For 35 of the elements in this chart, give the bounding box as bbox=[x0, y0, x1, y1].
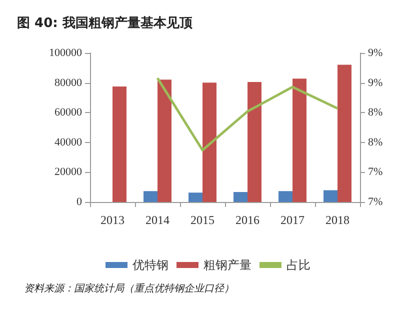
bar bbox=[202, 82, 216, 202]
y-tick-label: 60000 bbox=[54, 106, 82, 119]
y-tick-label: 40000 bbox=[54, 136, 82, 148]
y-tick-label: 80000 bbox=[54, 76, 82, 89]
x-tick-label: 2013 bbox=[100, 213, 124, 227]
y2-tick-label: 7% bbox=[368, 196, 383, 208]
y2-tick-label: 8% bbox=[368, 136, 383, 148]
bar bbox=[248, 82, 262, 202]
x-tick-label: 2015 bbox=[190, 213, 214, 227]
bar bbox=[188, 192, 202, 202]
y2-tick-label: 7% bbox=[368, 166, 383, 178]
bar bbox=[144, 191, 158, 202]
bar bbox=[338, 64, 352, 202]
y2-tick-label: 9% bbox=[368, 76, 383, 89]
line-series bbox=[156, 76, 339, 152]
legend-label: 优特钢 bbox=[132, 258, 168, 272]
x-tick-label: 2018 bbox=[326, 213, 350, 227]
y2-tick-label: 8% bbox=[368, 106, 383, 119]
y-tick-label: 20000 bbox=[54, 166, 82, 178]
bar bbox=[292, 78, 306, 202]
bar bbox=[234, 192, 248, 202]
x-tick-label: 2016 bbox=[236, 213, 260, 227]
legend-label: 粗钢产量 bbox=[204, 258, 252, 272]
bar bbox=[112, 86, 126, 202]
bar bbox=[158, 80, 172, 202]
bar bbox=[278, 191, 292, 202]
x-tick-label: 2014 bbox=[146, 213, 170, 227]
y2-tick-label: 9% bbox=[368, 47, 383, 59]
legend-label: 占比 bbox=[286, 258, 310, 272]
x-tick-label: 2017 bbox=[280, 213, 304, 227]
bar bbox=[324, 190, 338, 202]
text: 资料来源：国家统计局（重点优特钢企业口径） bbox=[24, 282, 234, 294]
y-tick-label: 100000 bbox=[49, 47, 82, 59]
y-tick-label: 0 bbox=[76, 196, 82, 208]
chart-title: 图 40: 我国粗钢产量基本见顶 bbox=[17, 15, 194, 31]
